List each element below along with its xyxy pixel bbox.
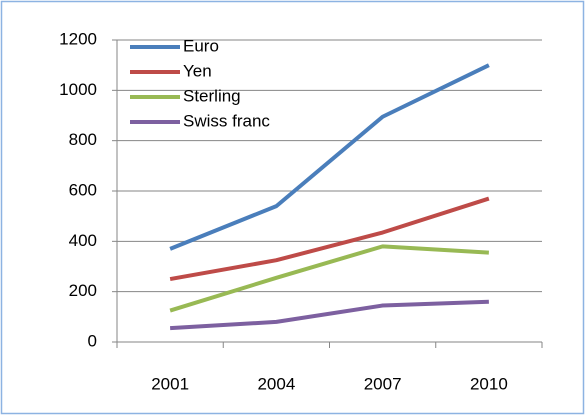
x-tick-label: 2001 (151, 374, 189, 393)
x-tick-label: 2010 (470, 374, 508, 393)
legend-label: Euro (183, 36, 219, 55)
legend-label: Swiss franc (183, 111, 270, 130)
series-line (169, 196, 490, 282)
x-tick-label: 2007 (364, 374, 402, 393)
x-tick-label: 2004 (257, 374, 295, 393)
y-tick-label: 1000 (59, 80, 97, 99)
series-line (169, 63, 490, 251)
y-tick-label: 800 (69, 130, 97, 149)
series-line (169, 244, 489, 313)
legend-label: Yen (183, 61, 212, 80)
series-line (170, 299, 489, 331)
y-tick-label: 600 (69, 180, 97, 199)
legend-label: Sterling (183, 86, 241, 105)
y-tick-label: 200 (69, 281, 97, 300)
y-tick-label: 1200 (59, 29, 97, 48)
y-tick-label: 0 (88, 331, 97, 350)
y-tick-label: 400 (69, 231, 97, 250)
